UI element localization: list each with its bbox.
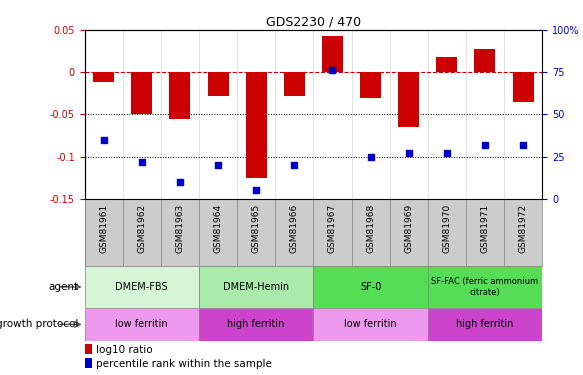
Point (518, 142, 528, 148)
Title: GDS2230 / 470: GDS2230 / 470 (266, 16, 361, 29)
Text: GSM81972: GSM81972 (519, 204, 528, 253)
Text: GSM81967: GSM81967 (328, 204, 337, 254)
Point (366, 154, 375, 160)
Point (328, 68, 337, 74)
Text: GSM81970: GSM81970 (442, 204, 451, 254)
Bar (170, 72, 191, 118)
Bar (208, 72, 229, 96)
Bar (398, 72, 419, 127)
Text: SF-0: SF-0 (360, 282, 381, 292)
Text: GSM81966: GSM81966 (290, 204, 299, 254)
Text: low ferritin: low ferritin (344, 320, 397, 329)
Point (442, 150, 451, 156)
Point (137, 159, 146, 165)
Text: SF-FAC (ferric ammonium
citrate): SF-FAC (ferric ammonium citrate) (431, 277, 539, 297)
Point (290, 162, 299, 168)
Text: high ferritin: high ferritin (456, 320, 514, 329)
Text: high ferritin: high ferritin (227, 320, 285, 329)
Bar (131, 72, 152, 114)
Text: growth protocol: growth protocol (0, 320, 79, 329)
Text: agent: agent (48, 282, 79, 292)
Bar (199, 266, 313, 308)
Bar (512, 72, 533, 102)
Bar (428, 308, 542, 341)
Bar (85, 266, 199, 308)
Bar (85, 308, 199, 341)
Text: low ferritin: low ferritin (115, 320, 168, 329)
Text: GSM81968: GSM81968 (366, 204, 375, 254)
Text: log10 ratio: log10 ratio (96, 345, 153, 355)
Bar (322, 36, 343, 72)
Bar (245, 72, 266, 178)
Point (175, 179, 185, 185)
Bar (428, 266, 542, 308)
Point (404, 150, 413, 156)
Text: GSM81964: GSM81964 (213, 204, 223, 253)
Point (213, 162, 223, 168)
Bar (284, 72, 305, 96)
Point (480, 142, 490, 148)
Point (251, 188, 261, 194)
Text: GSM81965: GSM81965 (252, 204, 261, 254)
Text: DMEM-Hemin: DMEM-Hemin (223, 282, 289, 292)
Text: GSM81961: GSM81961 (99, 204, 108, 254)
Text: DMEM-FBS: DMEM-FBS (115, 282, 168, 292)
Text: percentile rank within the sample: percentile rank within the sample (96, 359, 272, 369)
Bar (436, 57, 457, 72)
Bar (93, 72, 114, 82)
Text: GSM81969: GSM81969 (404, 204, 413, 254)
Bar (313, 308, 428, 341)
Bar (360, 72, 381, 98)
Bar (475, 49, 496, 72)
Text: GSM81962: GSM81962 (137, 204, 146, 253)
Text: GSM81963: GSM81963 (175, 204, 184, 254)
Text: GSM81971: GSM81971 (480, 204, 490, 254)
Bar (199, 308, 313, 341)
Point (99, 137, 108, 143)
Bar (313, 266, 428, 308)
